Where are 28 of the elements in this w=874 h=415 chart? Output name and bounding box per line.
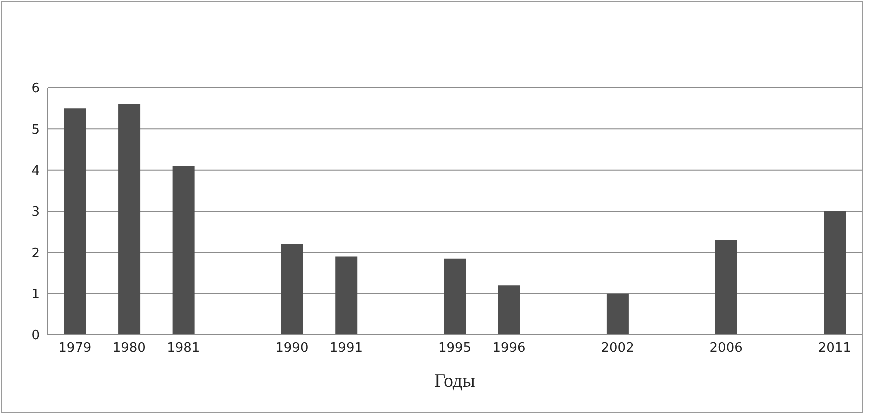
y-tick-label: 3 xyxy=(32,205,40,220)
y-tick-label: 6 xyxy=(32,82,40,97)
y-tick-label: 5 xyxy=(32,122,40,138)
x-tick-label: 2006 xyxy=(710,341,743,356)
x-tick-label: 1990 xyxy=(276,341,309,356)
bar xyxy=(824,212,846,335)
x-tick-label: 1980 xyxy=(112,341,146,356)
x-axis-title: Годы xyxy=(434,371,476,392)
y-tick-label: 0 xyxy=(32,328,40,344)
y-tick-label: 2 xyxy=(32,246,40,262)
x-tick-label: 1995 xyxy=(438,341,472,356)
y-tick-label: 1 xyxy=(32,287,40,302)
bar xyxy=(172,166,195,335)
bar xyxy=(715,240,738,335)
x-tick-label: 1979 xyxy=(58,341,92,356)
bar xyxy=(606,294,629,335)
x-tick-label: 1996 xyxy=(492,341,526,356)
x-tick-label: 1991 xyxy=(330,341,364,356)
x-tick-label: 2002 xyxy=(601,341,634,356)
bar xyxy=(498,286,520,335)
x-tick-label: 2011 xyxy=(818,341,852,356)
bar xyxy=(64,108,86,335)
bar xyxy=(336,256,358,335)
x-tick-label: 1981 xyxy=(167,341,200,356)
bar xyxy=(444,258,466,335)
y-tick-label: 4 xyxy=(32,164,40,179)
bar xyxy=(281,244,304,335)
bar xyxy=(118,104,141,335)
